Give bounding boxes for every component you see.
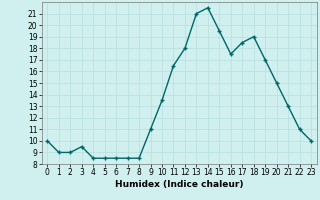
X-axis label: Humidex (Indice chaleur): Humidex (Indice chaleur) bbox=[115, 180, 244, 189]
